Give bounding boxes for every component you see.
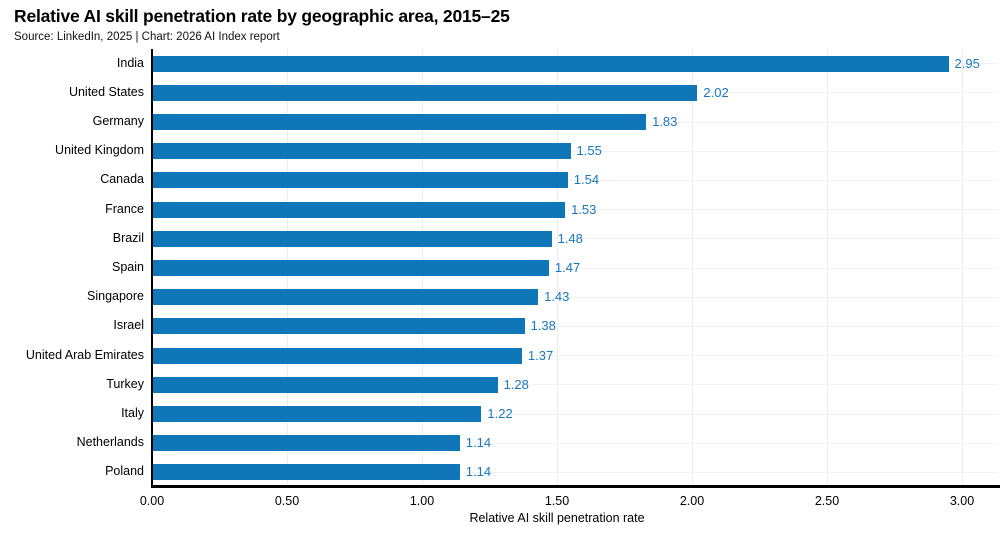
x-tick-label: 0.00 bbox=[139, 494, 165, 508]
bar bbox=[152, 84, 698, 101]
row-gridline bbox=[152, 238, 998, 240]
category-label: United States bbox=[68, 84, 144, 99]
category-label: France bbox=[105, 201, 144, 216]
x-tick-label: 2.00 bbox=[679, 494, 705, 508]
bar bbox=[152, 406, 482, 422]
value-label: 2.02 bbox=[703, 84, 729, 100]
row-gridline bbox=[152, 150, 998, 152]
bar bbox=[152, 230, 552, 247]
row-gridline bbox=[152, 296, 998, 298]
value-label: 1.43 bbox=[544, 289, 570, 305]
value-label: 1.47 bbox=[554, 260, 581, 275]
bar bbox=[152, 376, 498, 393]
value-label: 1.53 bbox=[571, 201, 597, 217]
value-label: 1.38 bbox=[530, 318, 556, 334]
x-tick-label: 1.00 bbox=[409, 494, 435, 508]
row-gridline bbox=[152, 209, 998, 211]
bar bbox=[152, 172, 568, 189]
value-label: 1.48 bbox=[557, 230, 583, 246]
x-tick-label: 3.00 bbox=[949, 494, 975, 508]
row-gridline bbox=[152, 267, 998, 269]
category-label: Turkey bbox=[106, 376, 144, 391]
value-label: 1.28 bbox=[503, 376, 529, 392]
bar bbox=[152, 55, 949, 72]
bar bbox=[152, 114, 647, 130]
chart-title: Relative AI skill penetration rate by ge… bbox=[14, 6, 510, 26]
x-axis-title: Relative AI skill penetration rate bbox=[469, 511, 645, 525]
value-label: 1.83 bbox=[652, 114, 678, 129]
bar bbox=[152, 289, 539, 306]
category-label: Israel bbox=[113, 318, 144, 333]
row-gridline bbox=[152, 355, 998, 357]
y-axis-line bbox=[151, 49, 153, 487]
row-gridline bbox=[152, 179, 998, 181]
x-axis-line bbox=[151, 485, 1000, 488]
value-label: 1.55 bbox=[576, 143, 602, 159]
bar bbox=[152, 143, 571, 160]
category-label: Poland bbox=[105, 464, 144, 479]
value-label: 1.14 bbox=[465, 464, 492, 480]
category-label: Spain bbox=[112, 260, 144, 274]
value-label: 1.37 bbox=[527, 347, 554, 363]
x-tick-label: 2.50 bbox=[814, 494, 840, 508]
category-label: Germany bbox=[92, 114, 144, 128]
x-tick-label: 0.50 bbox=[274, 494, 300, 508]
row-gridline bbox=[152, 442, 998, 444]
bar bbox=[152, 201, 566, 218]
bar bbox=[152, 260, 549, 276]
x-tick-label: 1.50 bbox=[544, 494, 570, 508]
row-gridline bbox=[152, 471, 998, 473]
bar bbox=[152, 435, 460, 452]
value-label: 1.22 bbox=[487, 406, 513, 421]
bar bbox=[152, 318, 525, 335]
value-label: 1.14 bbox=[465, 435, 492, 451]
category-label: Italy bbox=[121, 406, 144, 420]
category-label: United Kingdom bbox=[55, 143, 144, 158]
category-label: Canada bbox=[100, 172, 144, 187]
value-label: 2.95 bbox=[954, 55, 980, 71]
category-label: Singapore bbox=[87, 289, 144, 304]
row-gridline bbox=[152, 325, 998, 327]
row-gridline bbox=[152, 413, 998, 415]
bar bbox=[152, 347, 522, 364]
category-label: Brazil bbox=[112, 230, 144, 245]
value-label: 1.54 bbox=[573, 172, 600, 188]
bar bbox=[152, 464, 460, 481]
category-label: India bbox=[116, 55, 144, 70]
category-label: United Arab Emirates bbox=[25, 347, 144, 362]
chart-source: Source: LinkedIn, 2025 | Chart: 2026 AI … bbox=[14, 31, 280, 43]
category-label: Netherlands bbox=[76, 435, 144, 450]
row-gridline bbox=[152, 384, 998, 386]
